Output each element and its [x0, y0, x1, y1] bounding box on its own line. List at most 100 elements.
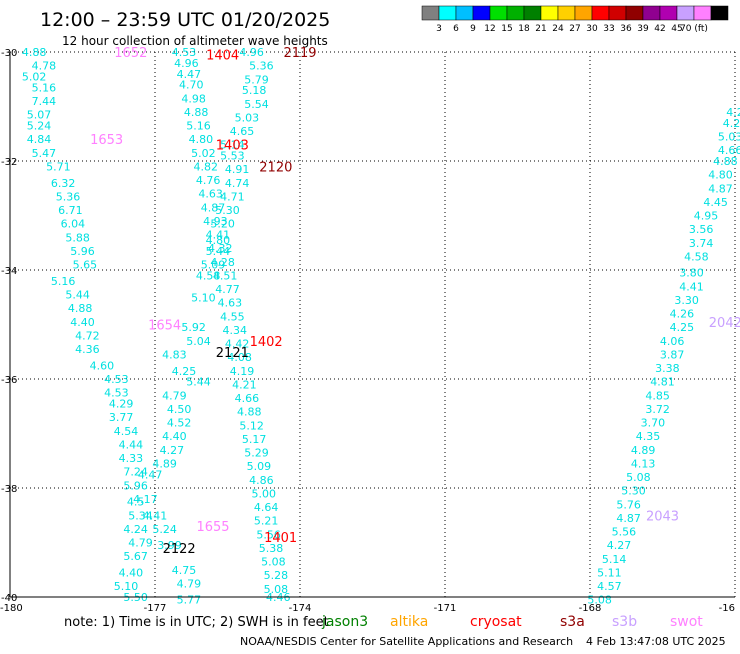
colorbar-swatch	[659, 5, 678, 21]
map-axes: -30 -32 -34 -36 -38 -40-180 -177 -174 -171 -168 -1…	[0, 48, 735, 614]
track-jason-dense: 4.534.964.474.704.984.885.164.805.024.82…	[172, 46, 291, 604]
swh-value-label: 4.64	[254, 501, 279, 514]
legend-cryosat: cryosat	[470, 614, 522, 630]
colorbar-swatch	[574, 5, 593, 21]
swh-value-label: 5.56	[256, 528, 281, 541]
swh-value-label: 3.72	[645, 403, 670, 416]
swh-value-label: 5.96	[70, 245, 95, 258]
swh-value-label: 3.77	[109, 411, 134, 424]
swh-value-label: 5.24	[27, 120, 52, 133]
colorbar-swatch	[693, 5, 712, 21]
pass-time-labels: 1652 1653 1654 1655 1404 1403 1402 1401 2119 2120…	[90, 46, 740, 557]
swh-value-label: 4.79	[162, 389, 187, 402]
swh-value-label: 4.25	[670, 321, 695, 334]
swh-value-label: 4.66	[235, 392, 260, 405]
swh-value-label: 4.91	[225, 163, 250, 176]
swh-value-label: 5.03	[235, 111, 260, 124]
swh-value-label: 4.63	[198, 188, 223, 201]
swh-value-label: 4.06	[660, 335, 685, 348]
pass-time-label: 1403	[216, 139, 249, 154]
swh-value-label: 4.27	[160, 444, 185, 457]
chart-subtitle: 12 hour collection of altimeter wave hei…	[62, 34, 328, 48]
swh-value-label: 4.41	[143, 509, 168, 522]
swh-value-label: 6.04	[61, 218, 86, 231]
colorbar-tick-label: 42	[654, 24, 665, 34]
swh-value-label: 4.41	[679, 280, 704, 293]
swh-value-label: 5.65	[73, 259, 98, 272]
pass-time-label: 1653	[90, 133, 123, 148]
track-mid-track: 4.834.255.444.794.504.524.404.274.894.47…	[133, 348, 211, 606]
colorbar-tick-label: 24	[552, 24, 564, 34]
swh-value-label: 3.56	[689, 223, 714, 236]
colorbar-tick-label: 70 (ft)	[680, 24, 708, 34]
x-tick-label: -16	[719, 603, 735, 614]
pass-time-label: 2120	[259, 160, 292, 175]
pass-time-label: 2042	[709, 316, 740, 331]
colorbar-tick-label: 18	[518, 24, 530, 34]
footer-credit: NOAA/NESDIS Center for Satellite Applica…	[240, 635, 573, 648]
swh-value-label: 4.87	[708, 182, 733, 195]
swh-value-label: 3.38	[655, 362, 680, 375]
swh-value-label: 4.44	[119, 438, 144, 451]
swh-value-label: 4.89	[152, 457, 177, 470]
swh-value-label: 3.99	[157, 539, 182, 552]
swh-value-label: 5.88	[65, 231, 90, 244]
swh-value-label: 4.19	[230, 365, 255, 378]
swh-value-label: 4.70	[179, 79, 204, 92]
y-tick-label: -40	[1, 593, 17, 604]
legend-altika: altika	[390, 614, 428, 630]
swh-value-label: 5.29	[244, 447, 269, 460]
swh-value-label: 5.38	[259, 542, 284, 555]
swh-value-label: 5.16	[51, 275, 76, 288]
swh-value-label: 4.5	[127, 496, 145, 509]
swh-value-label: 3.70	[641, 417, 666, 430]
swh-value-label: 4.24	[123, 523, 148, 536]
colorbar-swatch	[421, 5, 440, 21]
swh-value-label: 5.44	[65, 289, 90, 302]
swh-value-label: 4.87	[616, 512, 641, 525]
swh-value-label: 4.58	[684, 250, 709, 263]
pass-time-label: 2043	[646, 509, 679, 524]
swh-value-label: 4.40	[162, 430, 187, 443]
satellite-legend: jason3 altika cryosat s3a s3b swot	[321, 614, 703, 630]
swh-value-label: 5.54	[244, 98, 269, 111]
swh-value-label: 5.00	[252, 487, 277, 500]
swh-value-label: 5.30	[215, 204, 240, 217]
track-swot-west: 4.884.785.025.167.445.075.244.845.475.71…	[22, 46, 153, 604]
swh-value-label: 5.92	[181, 321, 206, 334]
swh-value-label: 5.14	[602, 553, 627, 566]
track-steep-track: 4.965.365.795.185.545.034.655.145.534.91…	[181, 46, 273, 348]
colorbar-swatch	[506, 5, 525, 21]
swh-value-label: 4.96	[174, 57, 199, 70]
swh-value-label: 4.42	[225, 338, 250, 351]
swh-value-label: 4.86	[249, 474, 274, 487]
pass-time-label: 1404	[206, 49, 239, 64]
legend-s3b: s3b	[612, 614, 637, 630]
swh-value-label: 5.44	[186, 376, 211, 389]
swh-value-label: 4.2	[726, 106, 740, 119]
swh-value-label: 4.29	[109, 398, 134, 411]
swh-value-label: 3.30	[674, 294, 699, 307]
swh-value-label: 4.81	[650, 376, 675, 389]
pass-time-label: 2121	[216, 346, 249, 361]
swh-value-label: 5.14	[220, 139, 245, 152]
swh-value-label: 4.93	[203, 215, 228, 228]
swh-value-label: 4.65	[230, 125, 255, 138]
swh-value-label: 4.60	[90, 359, 115, 372]
swh-value-label: 4.55	[220, 310, 245, 323]
swh-value-label: 5.10	[191, 291, 216, 304]
colorbar-swatch	[523, 5, 542, 21]
colorbar-tick-label: 6	[453, 24, 459, 34]
swh-value-label: 5.21	[254, 515, 279, 528]
colorbar-tick-label: 30	[586, 24, 598, 34]
swh-value-label: 4.72	[75, 329, 100, 342]
legend-jason3: jason3	[321, 614, 368, 630]
swh-value-label: 7.44	[32, 95, 57, 108]
swh-value-label: 5.44	[206, 245, 231, 258]
swh-value-label: 4.79	[128, 537, 153, 550]
x-tick-label: -171	[434, 603, 457, 614]
swh-value-label: 5.17	[242, 433, 267, 446]
x-tick-label: -180	[0, 603, 23, 614]
